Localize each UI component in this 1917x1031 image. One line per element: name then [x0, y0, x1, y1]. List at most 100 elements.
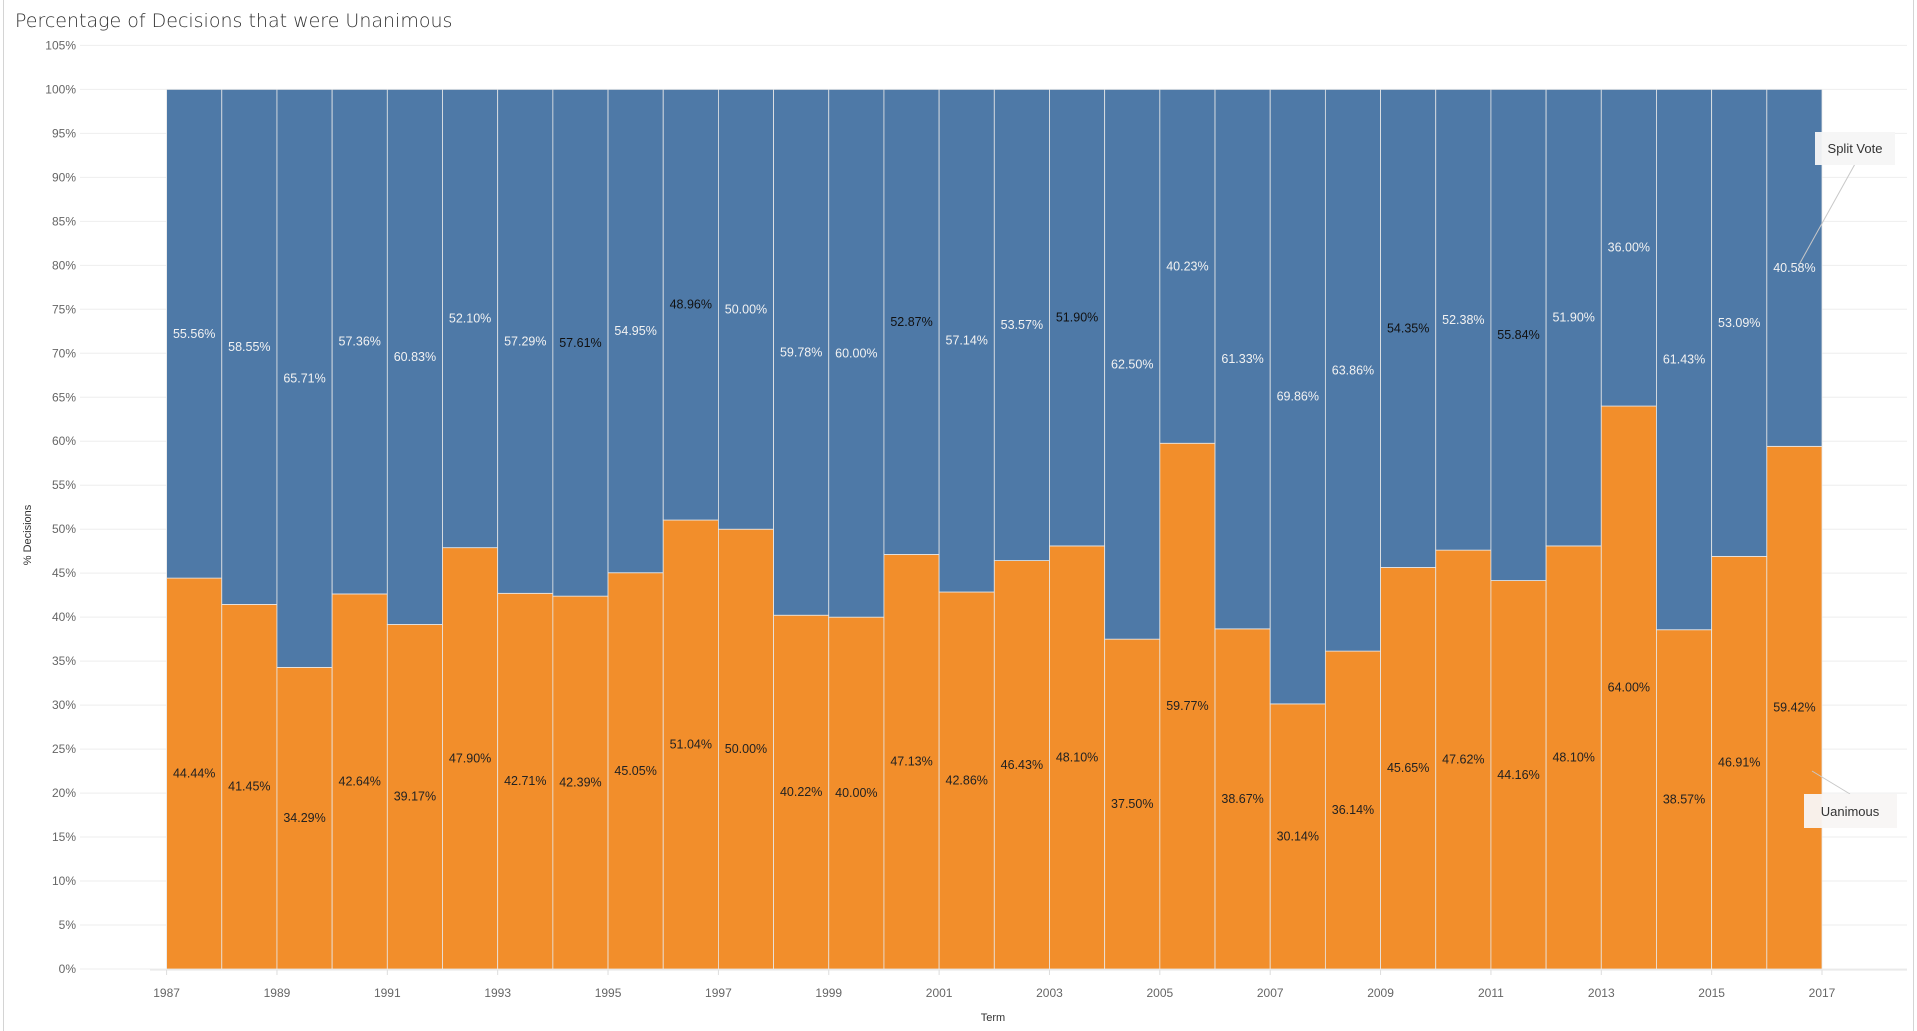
- bar-split-vote-1999: [828, 89, 885, 618]
- bar-unanimous-2010: [1435, 549, 1492, 970]
- data-label-split-vote: 61.43%: [1663, 353, 1705, 367]
- data-label-unanimous: 40.00%: [835, 786, 877, 800]
- y-tick-label: 85%: [52, 214, 76, 228]
- y-tick-label: 20%: [52, 786, 76, 800]
- data-label-split-vote: 55.84%: [1497, 328, 1539, 342]
- bar-unanimous-2006: [1214, 628, 1271, 970]
- bar-split-vote-2007: [1269, 89, 1326, 705]
- bar-split-vote-1987: [166, 89, 223, 579]
- data-label-unanimous: 50.00%: [725, 742, 767, 756]
- x-tick-label: 1993: [484, 986, 511, 1000]
- data-label-unanimous: 47.13%: [890, 755, 932, 769]
- bar-split-vote-2011: [1490, 89, 1547, 581]
- data-label-unanimous: 47.62%: [1442, 753, 1484, 767]
- chart-title: Percentage of Decisions that were Unanim…: [15, 10, 453, 32]
- y-tick-label: 70%: [52, 346, 76, 360]
- bar-split-vote-1996: [662, 89, 719, 521]
- bar-split-vote-2015: [1711, 89, 1768, 557]
- data-label-unanimous: 30.14%: [1277, 829, 1319, 843]
- data-label-unanimous: 34.29%: [283, 811, 325, 825]
- y-axis-title: % Decisions: [22, 504, 34, 565]
- data-label-split-vote: 48.96%: [670, 298, 712, 312]
- data-label-unanimous: 45.05%: [614, 764, 656, 778]
- annotation-leader-line: [1799, 163, 1856, 264]
- y-tick-label: 55%: [52, 478, 76, 492]
- bar-split-vote-2010: [1435, 89, 1492, 551]
- bar-unanimous-1992: [442, 547, 499, 970]
- legend-split-vote: Split Vote: [1828, 141, 1883, 156]
- data-label-split-vote: 52.10%: [449, 312, 491, 326]
- data-label-unanimous: 44.44%: [173, 767, 215, 781]
- x-tick-label: 1997: [705, 986, 732, 1000]
- bar-unanimous-1989: [276, 666, 333, 970]
- x-tick-label: 2007: [1257, 986, 1284, 1000]
- bar-unanimous-1998: [773, 614, 830, 970]
- x-tick-label: 2005: [1146, 986, 1173, 1000]
- bar-unanimous-2016: [1766, 445, 1823, 970]
- data-label-unanimous: 48.10%: [1552, 750, 1594, 764]
- bar-split-vote-1988: [221, 89, 278, 605]
- y-tick-label: 35%: [52, 654, 76, 668]
- y-tick-label: 90%: [52, 170, 76, 184]
- x-tick-label: 1999: [815, 986, 842, 1000]
- data-label-unanimous: 37.50%: [1111, 797, 1153, 811]
- bar-unanimous-2014: [1656, 629, 1713, 970]
- bar-unanimous-2008: [1324, 650, 1381, 970]
- data-label-unanimous: 45.65%: [1387, 761, 1429, 775]
- bar-split-vote-1990: [331, 89, 388, 595]
- y-tick-label: 80%: [52, 258, 76, 272]
- bar-unanimous-2004: [1104, 638, 1161, 970]
- y-tick-label: 50%: [52, 522, 76, 536]
- bar-split-vote-2008: [1324, 89, 1381, 652]
- data-label-split-vote: 36.00%: [1608, 241, 1650, 255]
- bar-unanimous-2000: [883, 554, 940, 970]
- x-tick-label: 2015: [1698, 986, 1725, 1000]
- data-label-split-vote: 65.71%: [283, 371, 325, 385]
- data-label-split-vote: 57.61%: [559, 336, 601, 350]
- annotation-leader-line: [1811, 770, 1851, 795]
- y-tick-label: 105%: [45, 38, 76, 52]
- y-tick-label: 5%: [59, 918, 77, 932]
- data-label-split-vote: 53.57%: [1001, 318, 1043, 332]
- y-tick-label: 45%: [52, 566, 76, 580]
- data-label-split-vote: 62.50%: [1111, 357, 1153, 371]
- x-tick-label: 1987: [153, 986, 180, 1000]
- data-label-unanimous: 36.14%: [1332, 803, 1374, 817]
- x-tick-label: 2009: [1367, 986, 1394, 1000]
- bar-split-vote-1992: [442, 89, 499, 549]
- data-label-split-vote: 60.83%: [394, 350, 436, 364]
- bar-split-vote-1997: [718, 89, 774, 530]
- y-tick-label: 60%: [52, 434, 76, 448]
- bar-split-vote-2001: [938, 89, 995, 593]
- bar-unanimous-1997: [718, 528, 774, 970]
- bar-unanimous-1995: [607, 572, 664, 970]
- data-label-unanimous: 39.17%: [394, 790, 436, 804]
- data-label-split-vote: 59.78%: [780, 345, 822, 359]
- bar-unanimous-1999: [828, 616, 885, 970]
- data-label-unanimous: 48.10%: [1056, 750, 1098, 764]
- bar-split-vote-1993: [497, 89, 554, 594]
- bar-unanimous-1991: [386, 624, 443, 970]
- bar-unanimous-2009: [1380, 567, 1437, 970]
- data-label-unanimous: 59.42%: [1773, 701, 1815, 715]
- y-tick-label: 75%: [52, 302, 76, 316]
- bar-unanimous-2001: [938, 591, 995, 970]
- data-label-split-vote: 69.86%: [1277, 390, 1319, 404]
- x-tick-label: 2001: [926, 986, 953, 1000]
- y-tick-label: 25%: [52, 742, 76, 756]
- data-label-split-vote: 55.56%: [173, 327, 215, 341]
- data-label-split-vote: 63.86%: [1332, 363, 1374, 377]
- data-label-unanimous: 41.45%: [228, 780, 270, 794]
- data-label-unanimous: 46.91%: [1718, 756, 1760, 770]
- y-tick-label: 30%: [52, 698, 76, 712]
- data-label-unanimous: 40.22%: [780, 785, 822, 799]
- bar-unanimous-1996: [662, 519, 719, 970]
- data-label-split-vote: 58.55%: [228, 340, 270, 354]
- data-label-unanimous: 46.43%: [1001, 758, 1043, 772]
- data-label-split-vote: 51.90%: [1552, 311, 1594, 325]
- x-tick-label: 1991: [374, 986, 401, 1000]
- bar-unanimous-1994: [552, 595, 609, 970]
- y-tick-label: 40%: [52, 610, 76, 624]
- y-tick-label: 15%: [52, 830, 76, 844]
- x-tick-label: 1995: [595, 986, 622, 1000]
